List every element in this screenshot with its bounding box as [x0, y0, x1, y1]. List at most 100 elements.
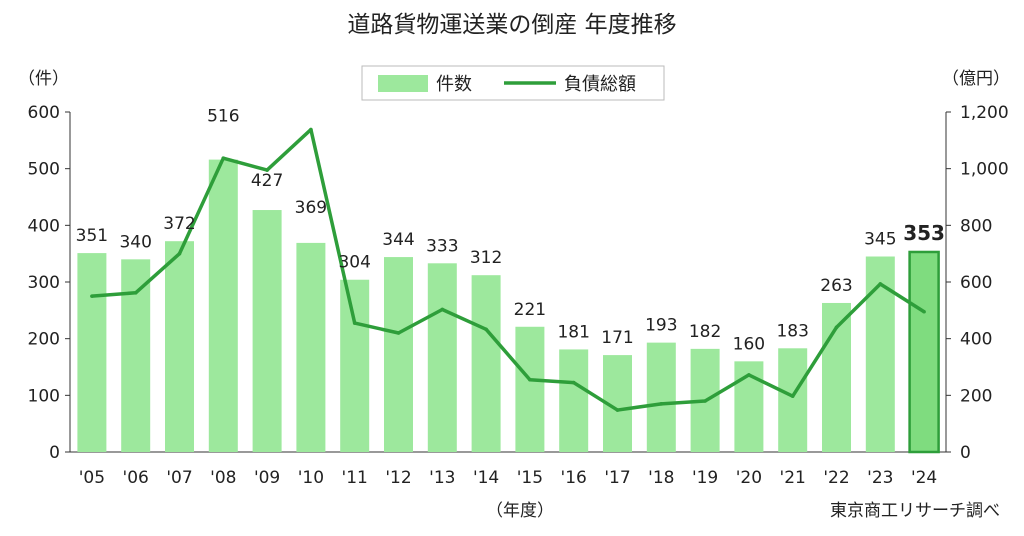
y-left-unit-label: （件）: [18, 69, 69, 89]
x-tick-label: '12: [385, 468, 411, 488]
bar-data-label: 221: [514, 300, 546, 320]
y-left-tick-label: 500: [28, 160, 60, 180]
x-tick-label: '14: [473, 468, 499, 488]
y-left-tick-label: 200: [28, 330, 60, 350]
x-tick-label: '24: [911, 468, 937, 488]
bar-05: [77, 253, 107, 452]
debt-point: [790, 394, 795, 398]
bar-08: [208, 159, 238, 452]
x-tick-label: '21: [780, 468, 806, 488]
y-right-tick-label: 200: [960, 386, 992, 406]
debt-point: [265, 168, 269, 172]
chart-title: 道路貨物運送業の倒産 年度推移: [347, 12, 676, 38]
bar-06: [121, 259, 151, 452]
x-tick-label: '10: [298, 468, 324, 488]
x-tick-label: '20: [736, 468, 762, 488]
x-unit-label: （年度）: [486, 501, 554, 521]
legend-swatch-bar: [378, 75, 428, 92]
x-tick-label: '22: [823, 468, 849, 488]
bar-16: [559, 349, 589, 452]
debt-point: [133, 290, 138, 295]
debt-point: [922, 309, 926, 314]
bar-14: [471, 275, 501, 452]
bar-10: [296, 242, 326, 452]
bar-18: [646, 342, 676, 452]
y-right-unit-label: （億円）: [942, 69, 1010, 89]
legend-label-debt: 負債総額: [564, 74, 636, 95]
bar-data-label: 312: [470, 248, 502, 268]
x-tick-label: '08: [210, 468, 236, 488]
x-tick-label: '13: [429, 468, 455, 488]
bar-data-label: 183: [776, 321, 808, 341]
x-tick-label: '16: [561, 468, 587, 488]
bar-data-label: 181: [557, 322, 589, 342]
bar-data-label: 333: [426, 236, 458, 256]
bar-data-label: 304: [338, 253, 370, 273]
debt-point: [440, 307, 445, 312]
y-left-tick-label: 300: [28, 273, 60, 293]
y-right-tick-label: 400: [960, 330, 992, 350]
bar-21: [778, 348, 808, 452]
bar-data-label: 160: [733, 334, 765, 354]
y-right-tick-label: 600: [960, 273, 992, 293]
debt-point: [615, 408, 620, 412]
y-right-tick-label: 800: [960, 216, 992, 236]
bar-data-label: 369: [295, 198, 327, 218]
bar-data-label: 263: [820, 276, 852, 296]
bar-data-label: 182: [689, 322, 721, 342]
bar-15: [515, 326, 545, 452]
debt-point: [221, 156, 226, 160]
x-tick-label: '07: [166, 468, 192, 488]
debt-point: [352, 321, 357, 325]
debt-point: [484, 327, 488, 332]
bar-data-label: 344: [382, 230, 414, 250]
debt-point: [659, 402, 664, 406]
bar-data-label: 372: [163, 214, 195, 234]
debt-point: [703, 399, 707, 403]
debt-point: [528, 377, 532, 382]
bar-data-label: 353: [903, 221, 945, 245]
x-tick-label: '18: [648, 468, 674, 488]
bar-data-label: 516: [207, 107, 239, 127]
debt-line: [91, 127, 926, 412]
bar-07: [165, 241, 194, 452]
legend-label-count: 件数: [436, 74, 472, 95]
x-tick-label: '09: [254, 468, 280, 488]
x-tick-label: '06: [123, 468, 149, 488]
x-tick-label: '11: [342, 468, 368, 488]
bar-13: [427, 263, 457, 452]
y-left-tick-label: 100: [28, 386, 60, 406]
debt-point: [571, 380, 576, 385]
bar-12: [384, 257, 413, 452]
x-tick-label: '05: [79, 468, 105, 488]
debt-point: [177, 251, 182, 256]
y-right-tick-label: 1,000: [960, 160, 1009, 180]
bar-24: [908, 250, 940, 454]
x-tick-label: '23: [867, 468, 893, 488]
debt-point: [309, 127, 313, 132]
bar-data-label: 340: [119, 232, 151, 252]
debt-point: [878, 282, 883, 286]
debt-point: [396, 331, 401, 335]
bar-data-label: 193: [645, 316, 677, 336]
y-left-tick-label: 0: [49, 443, 60, 463]
debt-point: [90, 294, 94, 298]
bar-11: [340, 279, 370, 452]
x-tick-label: '19: [692, 468, 718, 488]
y-left-tick-label: 400: [28, 216, 60, 236]
x-tick-label: '17: [604, 468, 630, 488]
bar-data-label: 427: [251, 171, 283, 191]
y-right-tick-label: 1,200: [960, 103, 1009, 123]
bar-data-label: 345: [864, 230, 896, 250]
bar-09: [252, 210, 282, 452]
source-note: 東京商工リサーチ調べ: [830, 501, 1000, 521]
y-right-tick-label: 0: [960, 443, 971, 463]
bar-data-label: 351: [76, 226, 108, 246]
y-left-tick-label: 600: [28, 103, 60, 123]
debt-point: [834, 325, 839, 330]
bar-data-label: 171: [601, 328, 633, 348]
debt-point: [747, 373, 751, 377]
x-tick-label: '15: [517, 468, 543, 488]
